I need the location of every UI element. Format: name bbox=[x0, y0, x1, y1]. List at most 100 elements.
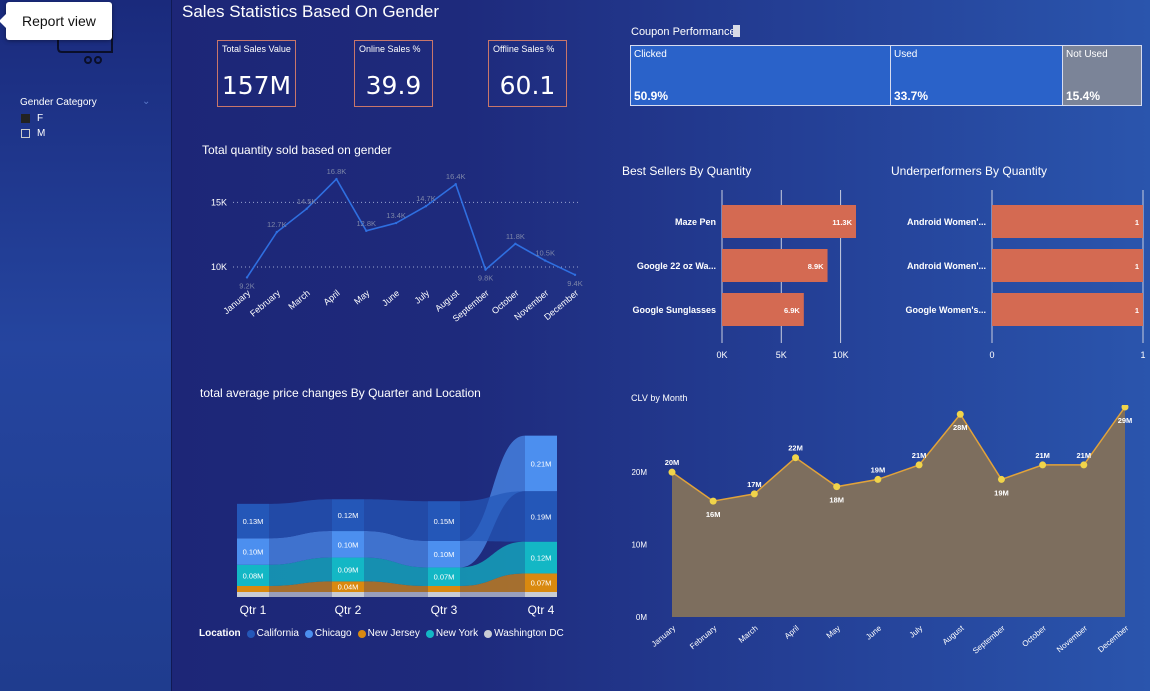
data-label: 1 bbox=[1135, 262, 1139, 271]
x-tick-label: July bbox=[908, 624, 925, 640]
ribbon-segment bbox=[332, 531, 364, 558]
y-tick-label: 10K bbox=[211, 262, 227, 272]
x-tick-label: September bbox=[971, 623, 1007, 655]
ribbon-chart[interactable]: 0.13M 0.10M 0.08M Qtr 1 0.12M 0.10M 0.09M 0.04M… bbox=[195, 425, 595, 625]
data-label: 1 bbox=[1135, 218, 1139, 227]
checkbox-m[interactable] bbox=[21, 129, 30, 138]
ribbon-band bbox=[460, 541, 525, 586]
data-label: 21M bbox=[1077, 451, 1092, 460]
coupon-label: Clicked bbox=[634, 49, 667, 60]
coupon-clicked[interactable]: Clicked 50.9% bbox=[630, 45, 891, 106]
x-tick-label: March bbox=[737, 624, 760, 645]
data-label: 0.09M bbox=[338, 565, 359, 574]
legend-item-new-york[interactable]: New York bbox=[425, 628, 478, 639]
ribbon-band bbox=[364, 592, 428, 597]
data-label: 0.10M bbox=[243, 548, 264, 557]
coupon-value: 50.9% bbox=[634, 89, 669, 103]
data-label: 6.9K bbox=[784, 306, 800, 315]
kpi-card-offline-sales[interactable]: Offline Sales % 60.1 bbox=[488, 40, 567, 107]
legend-item-chicago[interactable]: Chicago bbox=[304, 628, 352, 639]
x-tick-label: April bbox=[322, 288, 342, 307]
x-tick-label: 0K bbox=[716, 350, 727, 360]
x-tick-label: April bbox=[783, 624, 801, 641]
data-label: 0.07M bbox=[531, 579, 552, 588]
coupon-used[interactable]: Used 33.7% bbox=[890, 45, 1063, 106]
data-point bbox=[245, 276, 249, 279]
coupon-not-used[interactable]: Not Used 15.4% bbox=[1062, 45, 1142, 106]
data-point bbox=[543, 259, 547, 262]
data-label: 1 bbox=[1135, 306, 1139, 315]
legend-title: Location bbox=[199, 628, 241, 639]
ribbon-band bbox=[460, 592, 525, 597]
data-point bbox=[668, 468, 676, 476]
data-point bbox=[514, 242, 517, 245]
kpi-card-total-sales[interactable]: Total Sales Value 157M bbox=[217, 40, 296, 107]
ribbon-segment bbox=[428, 567, 460, 586]
ribbon-band bbox=[460, 491, 525, 542]
x-tick-label: June bbox=[380, 288, 401, 308]
ribbon-segment bbox=[428, 586, 460, 592]
data-point bbox=[750, 490, 758, 498]
x-tick-label: March bbox=[286, 288, 312, 312]
data-label: 11.3K bbox=[832, 218, 852, 227]
x-tick-label: June bbox=[864, 623, 883, 641]
legend-item-new-jersey[interactable]: New Jersey bbox=[357, 628, 420, 639]
data-label: 16M bbox=[706, 510, 721, 519]
slicer-item-m[interactable]: M bbox=[21, 128, 45, 139]
ribbon-chart-title: total average price changes By Quarter a… bbox=[200, 386, 481, 400]
data-label: 9.8K bbox=[478, 274, 493, 283]
report-view-tooltip: Report view bbox=[0, 2, 112, 40]
legend-dot bbox=[304, 629, 313, 638]
category-label: Maze Pen bbox=[675, 217, 716, 227]
checkbox-f[interactable] bbox=[21, 114, 30, 123]
coupon-title: Coupon Performance bbox=[631, 26, 736, 38]
ribbon-segment bbox=[525, 491, 557, 542]
quantity-line bbox=[246, 177, 576, 278]
y-tick-label: 15K bbox=[211, 197, 227, 207]
ribbon-band bbox=[364, 557, 428, 586]
data-point bbox=[709, 497, 717, 505]
data-label: 0.10M bbox=[338, 540, 359, 549]
kpi-card-online-sales[interactable]: Online Sales % 39.9 bbox=[354, 40, 433, 107]
data-label: 16.4K bbox=[446, 172, 466, 181]
underperformers-chart[interactable]: 0 1 Android Women'... 1 Android Women'... 1 Go… bbox=[885, 185, 1150, 365]
ribbon-segment bbox=[525, 573, 557, 592]
data-point bbox=[275, 230, 279, 234]
qty-line-chart[interactable]: 15K10K9.2KJanuary12.7KFebruary14.5KMarch… bbox=[195, 160, 590, 335]
x-tick-label: 0 bbox=[989, 350, 994, 360]
kpi-label: Total Sales Value bbox=[222, 44, 291, 54]
ribbon-band bbox=[269, 531, 332, 565]
data-label: 12.7K bbox=[267, 220, 287, 229]
clv-area-chart[interactable]: 20M 10M 0M 20M January 16M February 17M March 22M… bbox=[620, 405, 1150, 655]
ribbon-segment bbox=[428, 540, 460, 568]
x-tick-label: November bbox=[1055, 623, 1089, 654]
legend-label: California bbox=[256, 628, 299, 639]
data-label: 21M bbox=[1035, 451, 1050, 460]
data-label: 13.4K bbox=[386, 211, 406, 220]
data-label: 19M bbox=[994, 488, 1009, 497]
data-label: 0.15M bbox=[434, 517, 455, 526]
legend-label: New Jersey bbox=[367, 628, 420, 639]
legend-dot bbox=[484, 629, 493, 638]
data-label: 21M bbox=[912, 451, 927, 460]
ribbon-segment bbox=[237, 592, 269, 597]
legend-item-washington-dc[interactable]: Washington DC bbox=[484, 628, 564, 639]
ribbon-segment bbox=[237, 564, 269, 586]
chevron-down-icon[interactable]: ⌄ bbox=[142, 96, 151, 107]
focus-mode-icon[interactable] bbox=[733, 25, 740, 37]
best-sellers-chart[interactable]: 0K 5K 10K Maze Pen 11.3K Google 22 oz Wa... 8.… bbox=[615, 185, 875, 365]
coupon-label: Not Used bbox=[1066, 49, 1108, 60]
data-label: 0.07M bbox=[434, 573, 455, 582]
coupon-value: 33.7% bbox=[894, 89, 929, 103]
legend-item-california[interactable]: California bbox=[246, 628, 299, 639]
ribbon-segment bbox=[525, 541, 557, 574]
data-point bbox=[484, 268, 487, 271]
slicer-item-label: M bbox=[37, 128, 46, 139]
slicer-item-f[interactable]: F bbox=[21, 113, 43, 124]
data-point bbox=[956, 410, 964, 418]
x-tick-label: 1 bbox=[1140, 350, 1145, 360]
ribbon-band bbox=[364, 531, 428, 568]
data-point bbox=[365, 229, 368, 233]
bar bbox=[992, 249, 1143, 282]
data-point bbox=[424, 205, 428, 208]
